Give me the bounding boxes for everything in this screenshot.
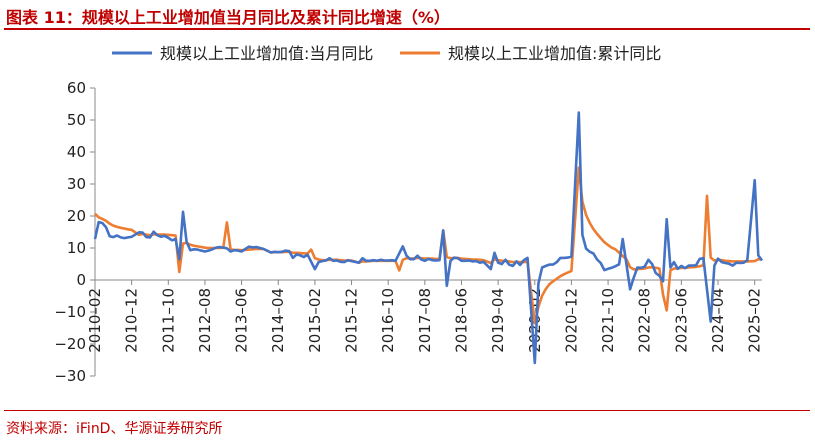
series-line-monthly [93,111,764,365]
x-tick-label: 2022–08 [636,288,654,353]
x-tick-label: 2018–06 [452,288,470,353]
legend-item-cumulative: 规模以上工业增加值:累计同比 [448,44,661,63]
y-tick-label: −20 [54,335,86,353]
line-chart: 规模以上工业增加值:当月同比 规模以上工业增加值:累计同比 60504030201… [54,44,764,385]
x-tick-label: 2020–12 [562,288,580,353]
y-tick-label: 0 [76,271,86,289]
y-tick-label: 30 [67,175,86,193]
y-tick-label: 60 [67,79,86,97]
source-note: 资料来源：iFinD、华源证券研究所 [6,421,223,437]
x-tick-label: 2012–08 [196,288,214,353]
legend-item-monthly: 规模以上工业增加值:当月同比 [160,44,373,63]
x-tick-label: 2021–10 [599,288,617,353]
y-tick-label: 40 [67,143,86,161]
x-tick-label: 2011–10 [159,288,177,353]
x-axis: 2010–02 2010–12 2011–10 2012–08 2013–06 2014–… [86,279,764,353]
y-tick-label: 10 [67,239,86,257]
x-tick-label: 2023–06 [672,288,690,353]
footer-divider [4,410,810,411]
chart-legend: 规模以上工业增加值:当月同比 规模以上工业增加值:累计同比 [112,44,661,63]
plot-area [93,111,764,365]
y-tick-label: 20 [67,207,86,225]
title-divider [4,28,810,30]
y-axis: 60 50 40 30 20 10 0 −10 −20 −30 [54,79,96,385]
x-tick-label: 2025–02 [746,288,764,353]
y-tick-label: 50 [67,111,86,129]
x-tick-label: 2015–02 [306,288,324,353]
x-tick-label: 2015–12 [343,288,361,353]
figure-title: 图表 11：规模以上工业增加值当月同比及累计同比增速（%） [6,8,450,27]
y-tick-label: −10 [54,303,86,321]
x-tick-label: 2014–04 [269,288,287,353]
x-tick-label: 2013–06 [233,288,251,353]
y-tick-label: −30 [54,367,86,385]
x-tick-label: 2019–04 [489,288,507,353]
x-tick-label: 2016–10 [379,288,397,353]
x-tick-label: 2010–02 [86,288,104,353]
x-tick-label: 2010–12 [123,288,141,353]
x-tick-label: 2024–04 [709,288,727,353]
x-tick-label: 2017–08 [416,288,434,353]
